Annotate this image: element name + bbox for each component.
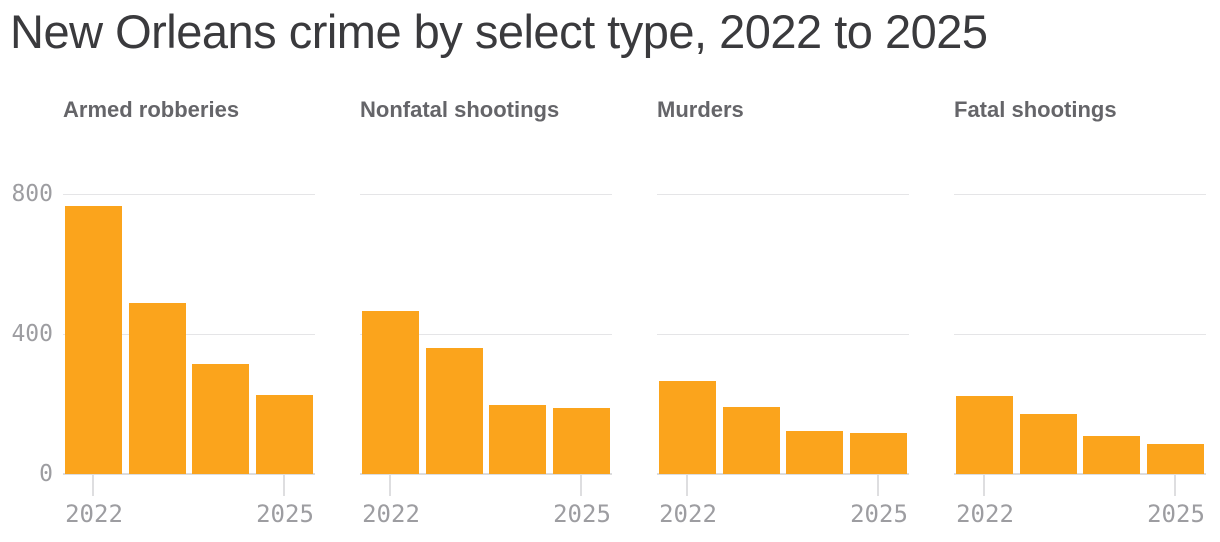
bar-2025 [552, 407, 610, 474]
panel-title: Fatal shootings [954, 97, 1117, 122]
x-axis-baseline [954, 473, 1206, 475]
x-tick-last [283, 475, 285, 496]
x-tick-first [983, 475, 985, 496]
gridline-800 [63, 194, 315, 195]
bar-2022 [362, 311, 419, 474]
chart-panel: Armed robberies 800 400 0 2022 2025 [11, 97, 315, 528]
x-axis-label-last: 2025 [256, 500, 314, 528]
gridline-800 [360, 194, 612, 195]
x-axis-label-first: 2022 [956, 500, 1014, 528]
gridline-400 [63, 334, 315, 335]
x-axis-baseline [657, 473, 909, 475]
plot-area: 2022 2025 [360, 194, 612, 528]
gridline-400 [657, 334, 909, 335]
x-axis-label-last: 2025 [850, 500, 908, 528]
x-tick-last [877, 475, 879, 496]
bar-2023 [128, 302, 186, 474]
page-title: New Orleans crime by select type, 2022 t… [10, 5, 988, 58]
plot-area: 2022 2025 [657, 194, 909, 528]
x-axis-label-first: 2022 [362, 500, 420, 528]
x-axis-label-last: 2025 [1147, 500, 1205, 528]
bar-2024 [489, 405, 547, 474]
bar-2022 [659, 381, 716, 474]
x-axis-label-first: 2022 [659, 500, 717, 528]
plot-area: 800 400 0 2022 2025 [11, 181, 315, 528]
panel-title: Nonfatal shootings [360, 97, 560, 122]
bar-2025 [1146, 443, 1204, 474]
bar-2024 [192, 363, 250, 474]
y-axis-tick-label: 800 [11, 181, 53, 207]
x-axis-label-first: 2022 [65, 500, 123, 528]
chart-panel: Murders 2022 2025 [657, 97, 909, 528]
bar-2023 [722, 406, 780, 474]
y-axis-tick-label: 400 [11, 321, 53, 347]
gridline-400 [360, 334, 612, 335]
chart-panel: Nonfatal shootings 2022 2025 [360, 97, 612, 528]
plot-area: 2022 2025 [954, 194, 1206, 528]
charts-row: Armed robberies 800 400 0 2022 2025 Nonfat… [11, 97, 1206, 528]
bars [362, 194, 610, 474]
bar-2022 [956, 396, 1013, 474]
bars [65, 194, 313, 474]
x-axis-label-last: 2025 [553, 500, 611, 528]
x-tick-last [580, 475, 582, 496]
bar-2023 [425, 348, 483, 474]
bar-2024 [1083, 435, 1141, 474]
bar-2025 [849, 433, 907, 474]
x-tick-last [1174, 475, 1176, 496]
bars [659, 194, 907, 474]
chart-panel: Fatal shootings 2022 2025 [954, 97, 1206, 528]
x-tick-first [389, 475, 391, 496]
gridline-800 [954, 194, 1206, 195]
bar-2022 [65, 206, 122, 474]
x-tick-first [686, 475, 688, 496]
bars [956, 194, 1204, 474]
panel-title: Armed robberies [63, 97, 240, 122]
panel-title: Murders [657, 97, 744, 122]
gridline-400 [954, 334, 1206, 335]
bar-2025 [255, 395, 313, 474]
y-axis-tick-label: 0 [39, 461, 53, 487]
x-axis-baseline [360, 473, 612, 475]
gridline-800 [657, 194, 909, 195]
bar-2024 [786, 431, 844, 474]
y-axis-labels: 800 400 0 [0, 181, 53, 487]
bar-2023 [1019, 414, 1077, 474]
x-axis-baseline [63, 473, 315, 475]
x-tick-first [92, 475, 94, 496]
